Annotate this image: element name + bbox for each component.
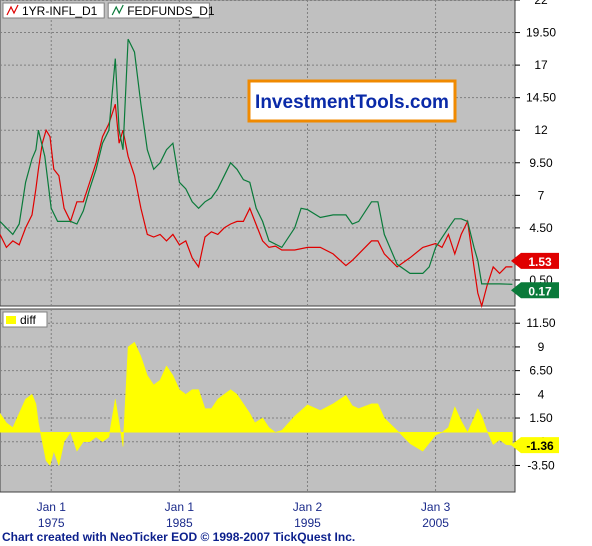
x-tick-label: Jan 1: [37, 500, 67, 514]
y-tick-label: 9: [538, 340, 545, 354]
last-value-tag: [511, 282, 559, 299]
last-value-label: 1.53: [528, 255, 552, 269]
watermark-box: [247, 79, 457, 123]
x-tick-year: 1985: [166, 516, 193, 530]
series-area-diff: [0, 341, 513, 467]
x-tick-year: 1995: [294, 516, 321, 530]
y-tick-label: 4: [538, 387, 545, 401]
last-value-label: -1.36: [526, 439, 554, 453]
legend-swatch: [6, 4, 19, 16]
y-tick-label: 7: [538, 188, 545, 202]
series-line-1yr-infl_d1: [0, 104, 513, 309]
legend-swatch: [111, 4, 124, 16]
series-line-fedfunds_d1: [0, 38, 513, 285]
y-tick-label: 6.50: [529, 364, 553, 378]
y-tick-label: 22: [534, 0, 548, 7]
y-tick-label: 1.50: [529, 411, 553, 425]
x-tick-label: Jan 2: [293, 500, 323, 514]
upper-panel: 0.5024.5079.501214.501719.50221.530.171Y…: [0, 0, 559, 309]
legend-item: [2, 2, 105, 19]
legend-swatch: [6, 316, 16, 324]
last-value-tag: [511, 252, 559, 269]
legend: diff: [2, 311, 48, 328]
y-tick-label: 9.50: [529, 156, 553, 170]
y-tick-label: 19.50: [526, 26, 556, 40]
legend-item: [107, 2, 210, 19]
x-tick-label: Jan 1: [165, 500, 195, 514]
legend-label: diff: [20, 313, 36, 327]
legend-label: FEDFUNDS_D1: [127, 4, 215, 18]
plot-area: [0, 0, 516, 307]
y-tick-label: -3.50: [527, 458, 555, 472]
y-tick-label: 11.50: [526, 316, 555, 330]
last-value-tag: [511, 437, 559, 454]
y-tick-label: 4.50: [529, 221, 553, 235]
x-tick-year: 1975: [38, 516, 65, 530]
y-tick-label: 17: [534, 58, 548, 72]
x-tick-year: 2005: [422, 516, 449, 530]
x-axis: Jan 1 1975 Jan 1 1985 Jan 2 1995 Jan 3 2005: [37, 500, 451, 530]
watermark-text: InvestmentTools.com: [255, 92, 449, 113]
plot-area: [0, 308, 516, 493]
watermark: InvestmentTools.com: [247, 79, 457, 123]
y-tick-label: 14.50: [526, 91, 556, 105]
x-tick-label: Jan 3: [421, 500, 451, 514]
legend: 1YR-INFL_D1 FEDFUNDS_D1: [2, 2, 215, 19]
last-value-label: 0.17: [528, 284, 552, 298]
y-tick-label: 12: [534, 123, 548, 137]
legend-label: 1YR-INFL_D1: [22, 4, 98, 18]
footer-credit: Chart created with NeoTicker EOD © 1998-…: [2, 530, 356, 544]
